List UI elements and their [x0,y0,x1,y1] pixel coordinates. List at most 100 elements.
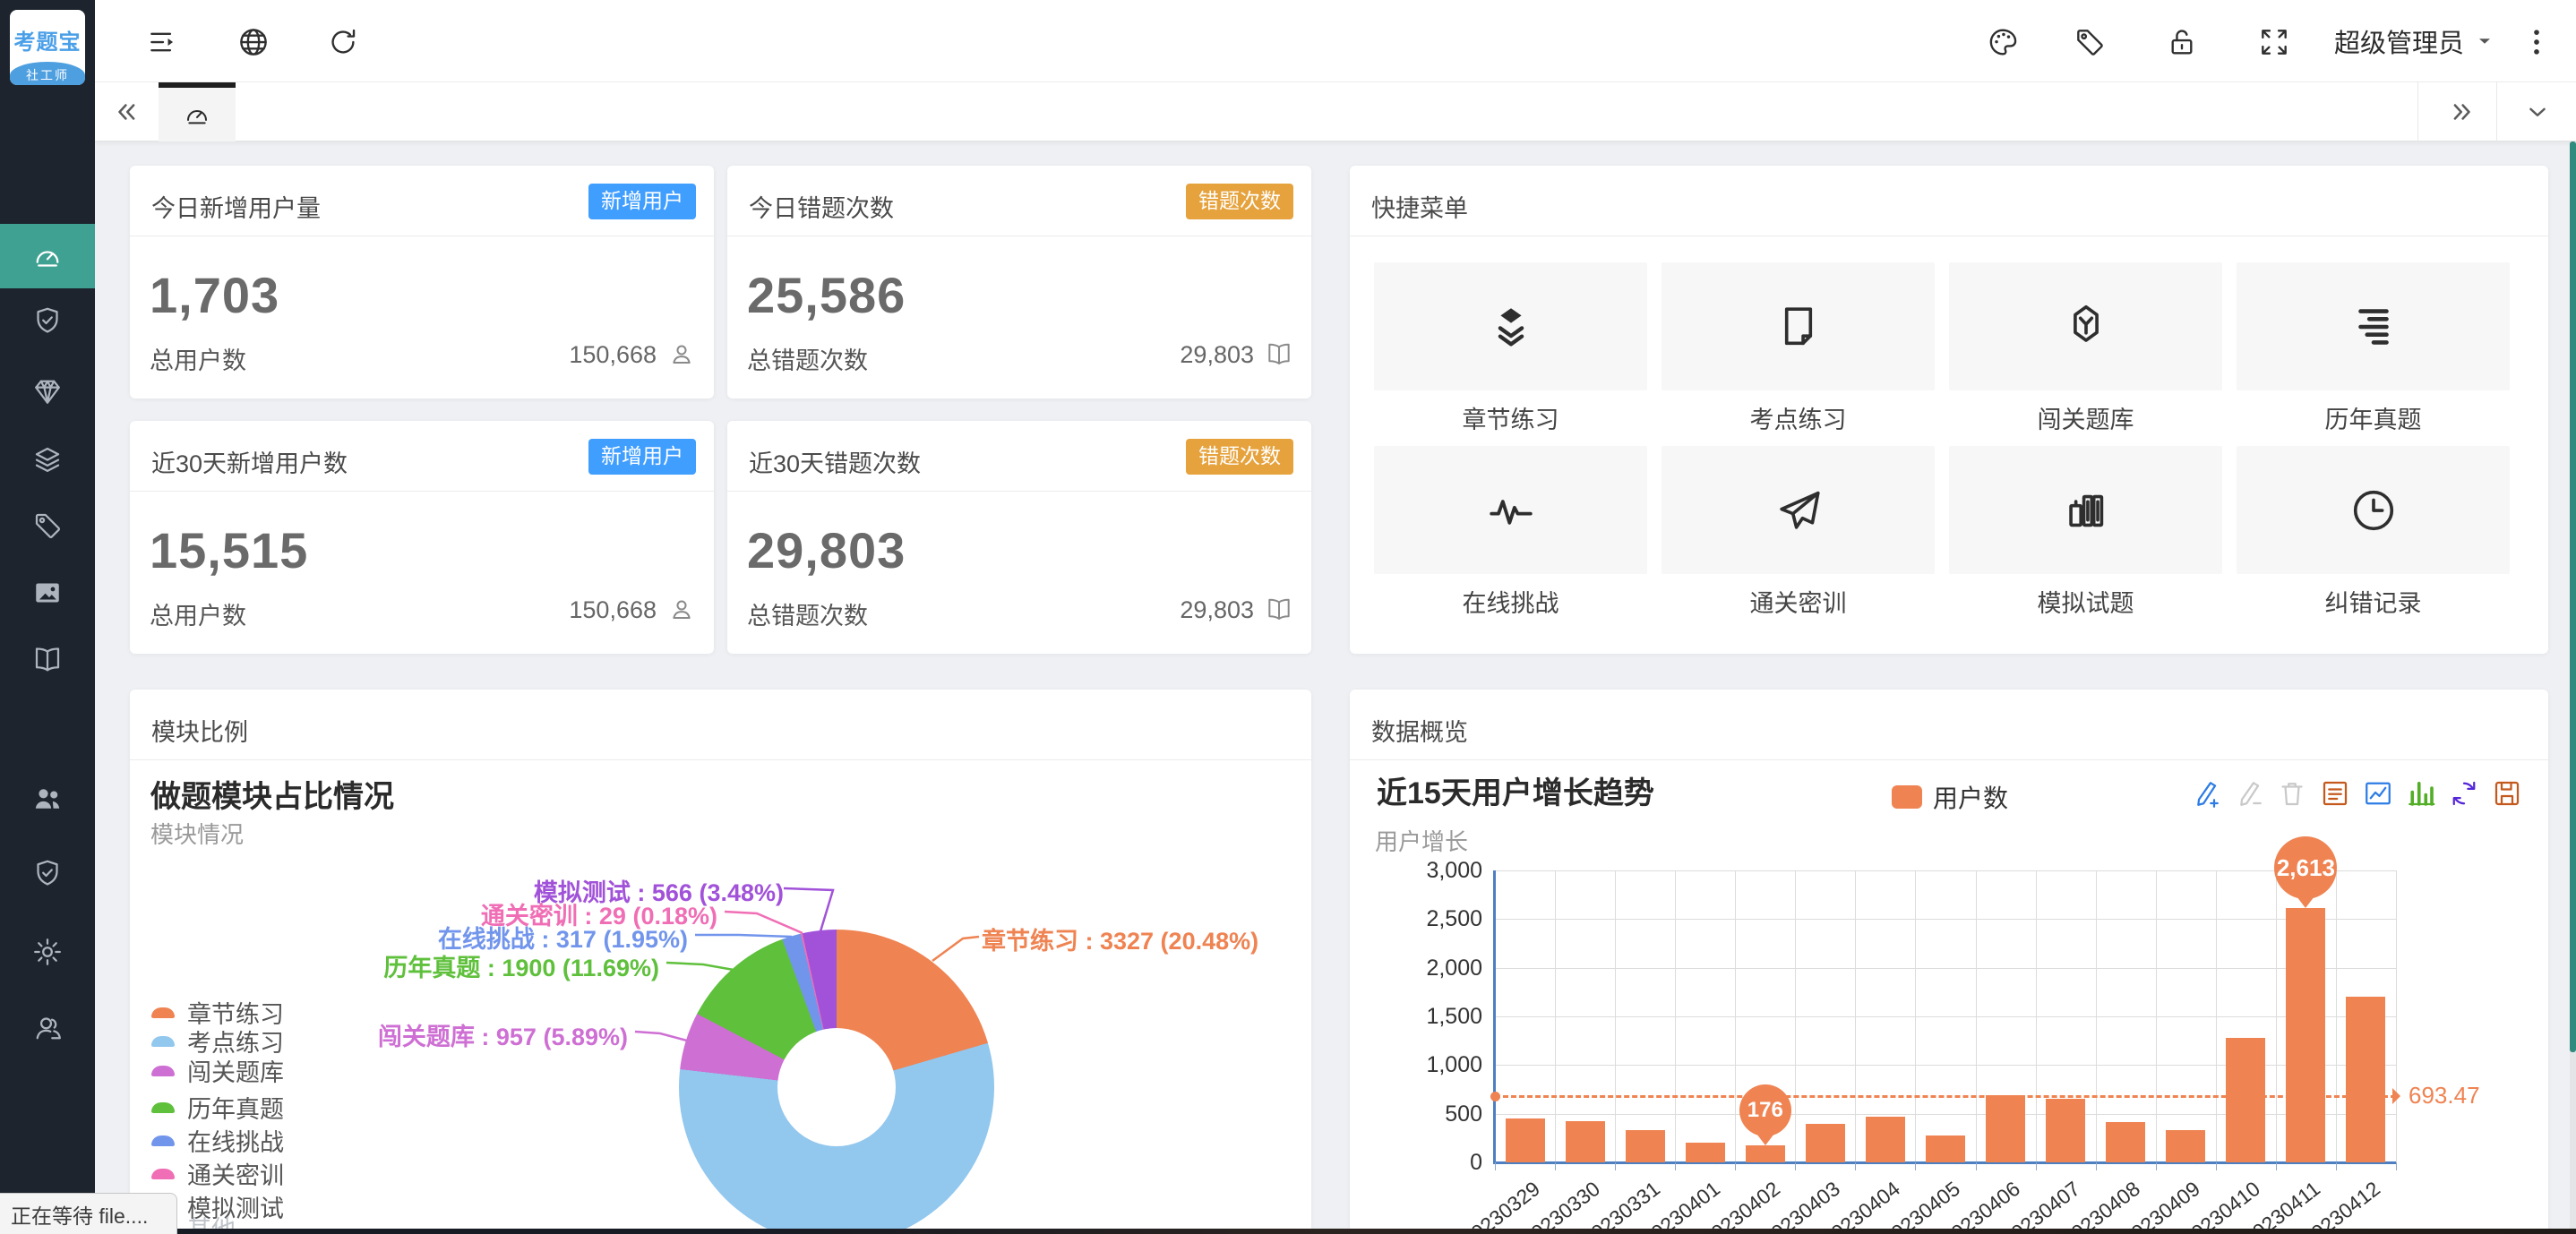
sidebar-fold-button[interactable] [146,25,180,59]
lock-button[interactable] [2165,25,2199,59]
bar-chart-title: 近15天用户增长趋势 [1377,776,1654,810]
tabs-collapse-button[interactable] [2506,82,2569,141]
quick-menu-panel: 快捷菜单 章节练习 考点练习 闯关题库 历年真题 在线挑战 通关密训 模拟试题 纠错记录 [1350,166,2548,654]
markpoint-tail [2294,893,2318,920]
legend-item[interactable]: 通关密训 [151,1156,284,1191]
quick-item-1[interactable] [1374,262,1647,390]
book-sm-icon [1265,595,1293,623]
tag-icon [2073,25,2107,59]
sidebar-item-accounts[interactable] [0,996,95,1060]
sidebar-item-members[interactable] [0,767,95,831]
x-tick-mark [1555,1162,1557,1170]
tabs-scroll-right-button[interactable] [2431,82,2494,141]
toolbox-line-chart-icon[interactable] [2362,777,2394,810]
tabs-scroll-left-button[interactable] [95,82,158,141]
fold-menu-icon [146,25,180,59]
quick-item-2[interactable] [1662,262,1935,390]
legend-label: 模拟测试 [187,1195,284,1222]
bar-20230404[interactable] [1865,1116,1905,1162]
quick-item-8[interactable] [2237,446,2510,574]
legend-item[interactable]: 在线挑战 [151,1123,284,1158]
quick-item-3[interactable] [1949,262,2222,390]
quick-item-4[interactable] [2237,262,2510,390]
bar-20230330[interactable] [1565,1121,1605,1162]
language-button[interactable] [236,25,270,59]
x-tick-mark [2335,1162,2337,1170]
shield-check-icon [31,304,64,337]
donut-label: 通关密训 : 29 (0.18%) [480,903,717,930]
sidebar-item-vip[interactable] [0,359,95,424]
bar-20230406[interactable] [1986,1095,2026,1162]
divider [130,491,714,492]
tab-separator [2417,82,2418,141]
user-dropdown[interactable]: 超级管理员 [2334,0,2494,82]
logo-subtitle: 社工师 [10,62,85,85]
bar-20230405[interactable] [1926,1135,1965,1162]
stat-footer-value: 150,668 [569,596,657,623]
theme-button[interactable] [1986,25,2020,59]
chevrons-left-icon [113,99,140,125]
x-tick-mark [2035,1162,2037,1170]
legend-item[interactable]: 历年真题 [151,1090,284,1125]
quick-item-7[interactable] [1949,446,2222,574]
tags-button[interactable] [2073,25,2107,59]
toolbox-pencil-minus-icon[interactable] [2233,777,2265,810]
bar-chart-legend[interactable]: 用户数 [1892,779,2008,815]
x-tick-mark [2396,1162,2397,1170]
bar-20230331[interactable] [1625,1130,1665,1162]
sidebar-item-review[interactable] [0,841,95,905]
x-tick-mark [2215,1162,2217,1170]
legend-item[interactable]: 章节练习 [151,995,284,1030]
sidebar-item-settings[interactable] [0,920,95,984]
sidebar-item-dashboard[interactable] [0,224,95,288]
x-tick-mark [1735,1162,1737,1170]
gridline-v [2215,870,2217,1162]
bar-20230408[interactable] [2106,1122,2146,1162]
sidebar-item-library[interactable] [0,627,95,691]
bar-20230409[interactable] [2166,1130,2206,1162]
stat-card: 今日新增用户量 新增用户 1,703 总用户数 150,668 [130,166,714,398]
quick-item-label: 模拟试题 [2037,590,2134,617]
stat-card-title: 今日错题次数 [749,195,894,222]
legend-item[interactable]: 考点练习 [151,1024,284,1058]
sidebar-item-banners[interactable] [0,561,95,625]
bar-20230329[interactable] [1505,1118,1545,1162]
refresh-button[interactable] [326,25,360,59]
bar-20230410[interactable] [2226,1037,2266,1162]
stat-footer-value: 29,803 [1180,341,1254,368]
bar-20230412[interactable] [2346,997,2386,1162]
bar-20230403[interactable] [1805,1123,1845,1162]
tab-dashboard[interactable] [159,82,236,141]
more-menu-button[interactable] [2519,24,2555,60]
refresh-icon [326,25,360,59]
bar-20230401[interactable] [1685,1143,1725,1162]
stat-card-value: 25,586 [747,267,906,323]
quick-item-6[interactable] [1662,446,1935,574]
fullscreen-button[interactable] [2257,25,2291,59]
toolbox-restore-icon[interactable] [2448,777,2480,810]
dashboard-icon [183,100,211,129]
module-panel-title: 模块比例 [151,719,248,746]
legend-swatch [1892,785,1922,809]
sidebar-item-exam-audit[interactable] [0,288,95,353]
toolbox-save-image-icon[interactable] [2491,777,2523,810]
layers-stack-icon [1485,301,1537,353]
y-tick-label: 3,000 [1426,858,1482,883]
sidebar-item-tags[interactable] [0,493,95,558]
toolbox-data-view-icon[interactable] [2319,777,2351,810]
restore-icon [2448,777,2480,810]
markpoint-min: 176 [1739,1084,1791,1157]
bar-20230411[interactable] [2286,908,2326,1162]
sidebar-item-chapters[interactable] [0,427,95,492]
yaxis-name: 用户增长 [1375,828,1469,855]
toolbox-pencil-add-icon[interactable] [2190,777,2222,810]
bar-20230402[interactable] [1745,1144,1785,1162]
quick-item-label: 纠错记录 [2324,590,2422,617]
bar-20230407[interactable] [2046,1099,2086,1162]
quick-item-5[interactable] [1374,446,1647,574]
legend-item[interactable]: 闯关题库 [151,1053,284,1088]
toolbox-trash-icon[interactable] [2276,777,2308,810]
donut-label: 模拟测试 : 566 (3.48%) [533,879,784,906]
toolbox-bar-chart-icon[interactable] [2405,777,2437,810]
scrollbar-thumb[interactable] [2570,141,2576,1052]
